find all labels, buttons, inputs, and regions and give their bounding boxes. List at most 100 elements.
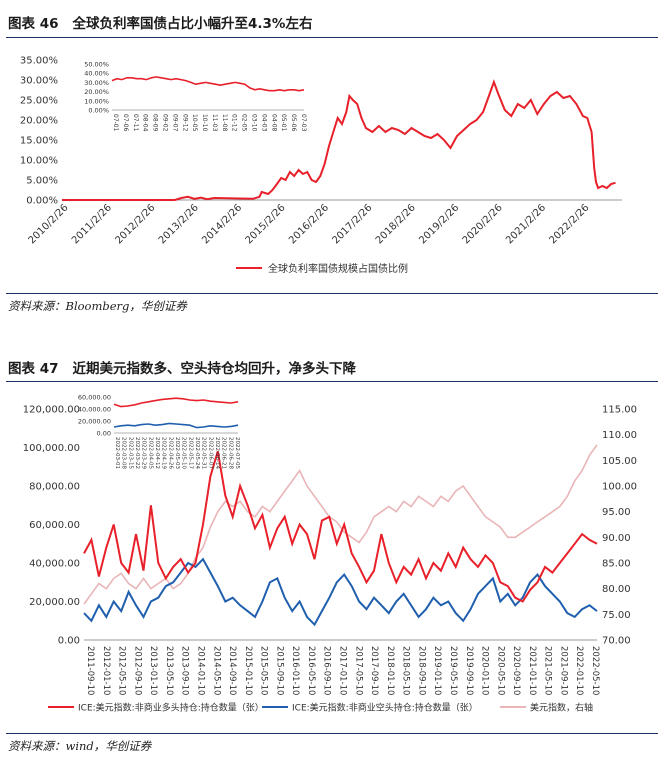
- x-tick-label: 2022-01-10: [574, 646, 584, 695]
- series-line-negative-yield-share: [62, 79, 616, 201]
- inset-x-tick-label: 07-01: [112, 114, 119, 132]
- inset-x-tick-label: 2022-06-07: [207, 437, 213, 469]
- x-tick-label: 2020-05-10: [495, 646, 505, 695]
- inset-y-tick-label: 20.00%: [84, 88, 109, 96]
- figure-47-title: 图表 47 近期美元指数多、空头持仓均回升，净多头下降: [8, 357, 356, 377]
- x-tick-label: 2017-09-10: [369, 646, 379, 695]
- inset-x-tick-label: 2022-03-15: [127, 437, 133, 469]
- y-right-tick-label: 75.00: [602, 610, 631, 621]
- y-tick-label: 15.00%: [20, 136, 58, 147]
- figure-46-title: 图表 46 全球负利率国债占比小幅升至4.3%左右: [8, 12, 312, 32]
- x-tick-label: 2013-01-10: [148, 646, 158, 695]
- y-tick-label: 30.00%: [20, 76, 58, 87]
- y-tick-label: 10.00%: [20, 156, 58, 167]
- inset-y-tick-label: 0.00: [97, 430, 111, 438]
- x-tick-label: 2015-01-10: [243, 646, 253, 695]
- y-left-tick-label: 60,000.00: [29, 520, 80, 531]
- x-tick-label: 2018/2/26: [374, 202, 418, 246]
- y-right-tick-label: 100.00: [602, 482, 637, 493]
- inset-y-tick-label: 60,000.00: [78, 394, 111, 402]
- inset-y-tick-label: 40.00%: [84, 70, 109, 78]
- x-tick-label: 2018-01-10: [385, 646, 395, 695]
- inset-x-tick-label: 07-03: [300, 114, 307, 132]
- x-tick-label: 2016-05-10: [306, 646, 316, 695]
- y-left-tick-label: 120,000.00: [23, 405, 80, 416]
- x-tick-label: 2013-09-10: [180, 646, 190, 695]
- y-tick-label: 35.00%: [20, 56, 58, 67]
- x-tick-label: 2013/2/26: [157, 202, 201, 246]
- y-left-tick-label: 80,000.00: [29, 482, 80, 493]
- y-left-tick-label: 0.00: [58, 636, 80, 647]
- x-tick-label: 2020-01-10: [480, 646, 490, 695]
- x-tick-label: 2017-05-10: [353, 646, 363, 695]
- x-tick-label: 2021-09-10: [558, 646, 568, 695]
- inset-x-tick-label: 09-07: [171, 114, 178, 132]
- x-tick-label: 2012/2/26: [113, 202, 157, 246]
- y-right-tick-label: 70.00: [602, 636, 631, 647]
- inset-x-tick-label: 2022-05-17: [187, 437, 193, 469]
- inset-x-tick-label: 2022-03-22: [134, 437, 140, 469]
- x-tick-label: 2022-05-10: [590, 646, 600, 695]
- figure-47-source: 资料来源：wind，华创证券: [8, 739, 152, 753]
- x-tick-label: 2012-05-10: [117, 646, 127, 695]
- x-tick-label: 2019-01-10: [432, 646, 442, 695]
- inset-x-tick-label: 2022-07-05: [234, 437, 240, 469]
- inset-x-tick-label: 2022-04-26: [167, 437, 173, 469]
- figure-46-heading: 全球负利率国债占比小幅升至4.3%左右: [72, 16, 313, 32]
- inset-x-tick-label: 05-06: [290, 114, 297, 132]
- x-tick-label: 2017/2/26: [330, 202, 374, 246]
- inset-y-tick-label: 0.00%: [88, 107, 109, 115]
- y-tick-label: 25.00%: [20, 96, 58, 107]
- x-tick-label: 2016-09-10: [322, 646, 332, 695]
- inset-x-tick-label: 2022-04-05: [147, 437, 153, 469]
- inset-x-tick-label: 2022-06-28: [227, 437, 233, 469]
- inset-x-tick-label: 10-10: [201, 114, 208, 132]
- legend-label: 全球负利率国债规模占国债比例: [268, 262, 408, 275]
- chart-46: 0.00% 5.00% 10.00% 15.00% 20.00% 25.00% 30.00%…: [20, 56, 622, 275]
- inset-x-tick-label: 2022-06-14: [214, 437, 220, 469]
- inset-x-tick-label: 09-12: [181, 114, 188, 132]
- y-left-tick-label: 40,000.00: [29, 559, 80, 570]
- x-tick-label: 2012-09-10: [132, 646, 142, 695]
- legend-label: ICE:美元指数:非商业多头持仓:持仓数量（张）: [78, 702, 264, 714]
- x-tick-label: 2015/2/26: [244, 202, 288, 246]
- x-tick-label: 2021/2/26: [504, 202, 548, 246]
- inset-x-tick-label: 2022-06-21: [221, 437, 227, 469]
- figure-47-heading: 近期美元指数多、空头持仓均回升，净多头下降: [72, 361, 357, 377]
- inset-x-tick-label: 2022-05-03: [174, 437, 180, 469]
- inset-y-tick-label: 10.00%: [84, 97, 109, 105]
- x-tick-label: 2019/2/26: [417, 202, 461, 246]
- inset-x-tick-label: 08-09: [152, 114, 159, 132]
- x-tick-label: 2021-01-10: [527, 646, 537, 695]
- figure-47-bottom-rule: [6, 733, 658, 734]
- y-right-tick-label: 90.00: [602, 533, 631, 544]
- inset-x-tick-label: 01-12: [231, 114, 238, 132]
- chart-47: 0.00 20,000.00 40,000.00 60,000.00 80,000.00…: [23, 394, 637, 714]
- inset-series-short: [113, 422, 239, 429]
- inset-x-tick-label: 05-01: [280, 114, 287, 132]
- x-tick-label: 2016/2/26: [287, 202, 331, 246]
- x-tick-label: 2018-05-10: [401, 646, 411, 695]
- inset-x-tick-label: 07-06: [122, 114, 129, 132]
- x-tick-label: 2019-05-10: [448, 646, 458, 695]
- series-line-long-positions: [83, 451, 598, 603]
- inset-x-tick-label: 04-03: [260, 114, 267, 132]
- inset-y-tick-label: 30.00%: [84, 79, 109, 87]
- x-tick-label: 2015-05-10: [259, 646, 269, 695]
- y-right-tick-label: 115.00: [602, 405, 637, 416]
- inset-x-tick-label: 2022-04-12: [154, 437, 160, 469]
- inset-x-tick-label: 07-11: [132, 114, 139, 132]
- inset-x-tick-label: 2022-04-19: [161, 437, 167, 469]
- inset-y-tick-label: 40,000.00: [78, 406, 111, 414]
- x-tick-label: 2010/2/26: [27, 202, 71, 246]
- y-tick-label: 5.00%: [26, 176, 58, 187]
- x-tick-label: 2015-09-10: [274, 646, 284, 695]
- inset-x-tick-label: 2022-05-10: [181, 437, 187, 469]
- figure-46-label: 图表 46: [8, 16, 59, 32]
- figure-47-top-rule: [6, 381, 658, 382]
- y-left-tick-label: 20,000.00: [29, 597, 80, 608]
- x-tick-label: 2011-09-10: [85, 646, 95, 695]
- x-tick-label: 2011/2/26: [70, 202, 114, 246]
- inset-y-tick-label: 20,000.00: [78, 418, 111, 426]
- inset-y-tick-label: 50.00%: [84, 61, 109, 69]
